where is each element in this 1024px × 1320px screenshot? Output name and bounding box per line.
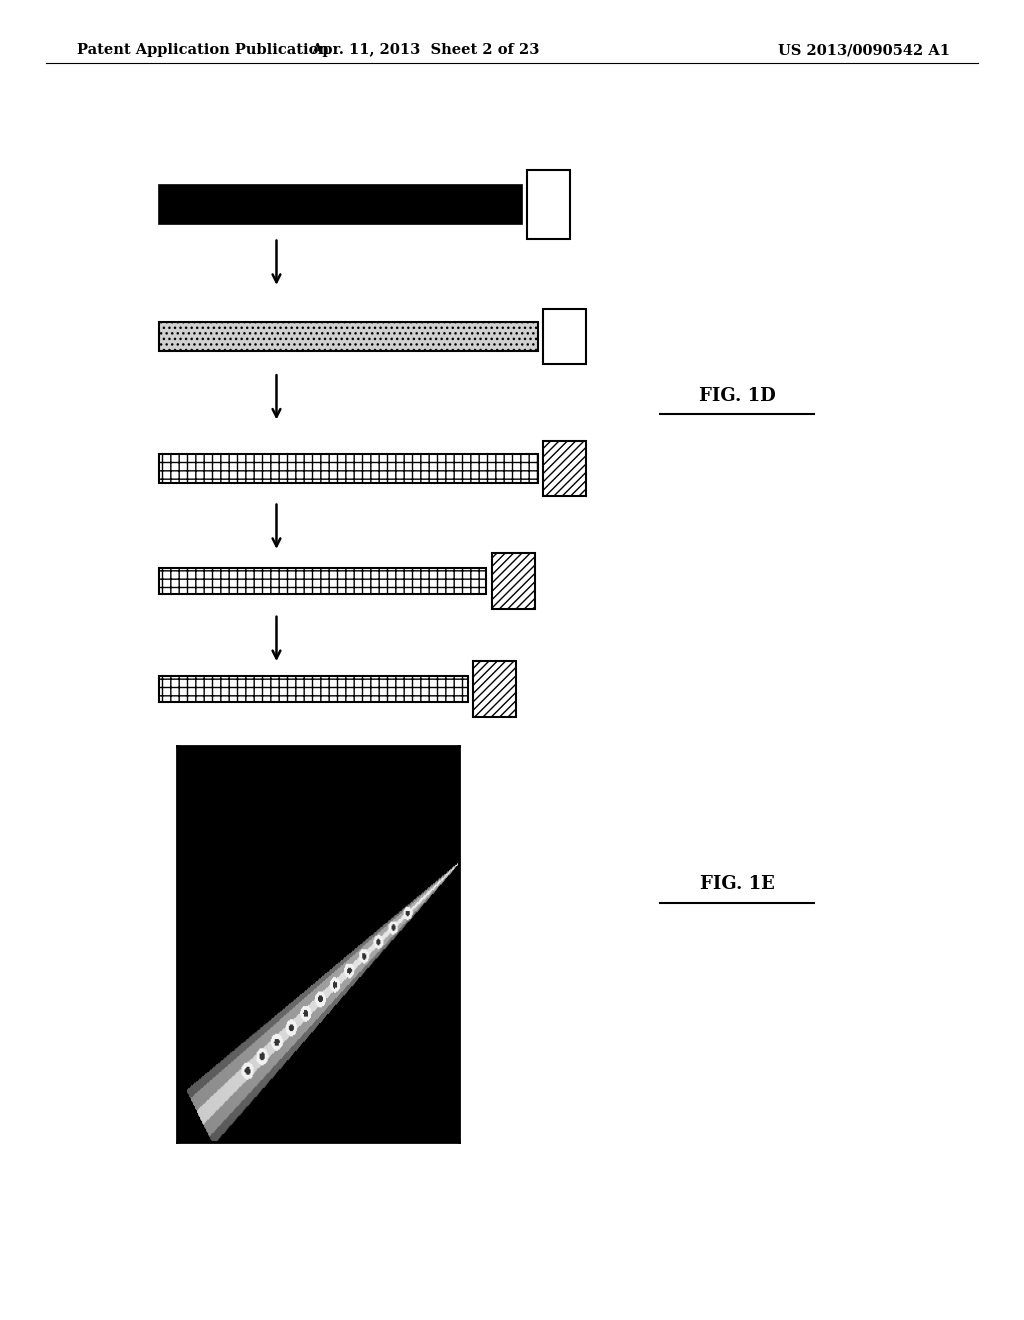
Text: Apr. 11, 2013  Sheet 2 of 23: Apr. 11, 2013 Sheet 2 of 23: [310, 44, 540, 57]
Bar: [543, 441, 586, 496]
Bar: [159, 454, 538, 483]
Bar: [159, 568, 486, 594]
Text: Patent Application Publication: Patent Application Publication: [77, 44, 329, 57]
Bar: [543, 309, 586, 364]
Text: US 2013/0090542 A1: US 2013/0090542 A1: [778, 44, 950, 57]
Bar: [159, 676, 468, 702]
Bar: [527, 170, 570, 239]
Bar: [159, 185, 522, 224]
Text: FIG. 1D: FIG. 1D: [699, 387, 775, 405]
Bar: [159, 322, 538, 351]
Text: FIG. 1E: FIG. 1E: [700, 875, 774, 894]
Bar: [473, 661, 516, 717]
Bar: [492, 553, 535, 609]
